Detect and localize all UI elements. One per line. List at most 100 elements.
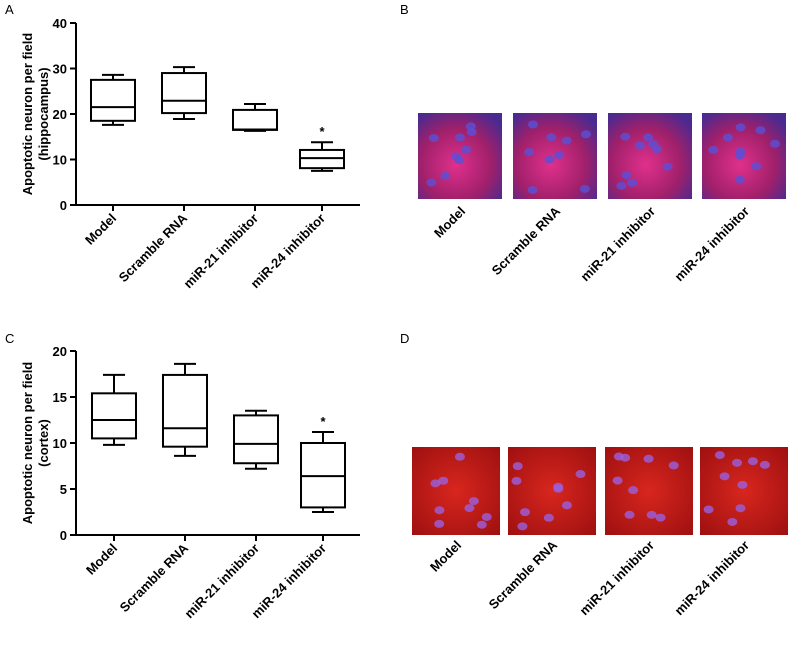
nucleus <box>708 145 719 154</box>
nucleus <box>727 517 738 526</box>
micrograph <box>418 113 502 199</box>
nucleus <box>553 484 564 493</box>
micrograph <box>605 447 693 535</box>
annotation: * <box>319 124 325 139</box>
y-tick-label: 30 <box>53 62 67 77</box>
y-tick-label: 40 <box>53 16 67 31</box>
y-tick-label: 0 <box>60 528 67 543</box>
nucleus <box>755 126 766 135</box>
micrograph <box>513 113 597 199</box>
nucleus <box>751 162 762 171</box>
nucleus <box>580 130 591 139</box>
micrograph-bg <box>700 447 788 535</box>
nucleus <box>512 462 523 471</box>
nucleus <box>438 476 449 485</box>
nucleus <box>468 497 479 506</box>
y-tick-label: 10 <box>53 436 67 451</box>
nucleus <box>451 152 462 161</box>
nucleus <box>454 133 465 142</box>
micrograph <box>702 113 786 199</box>
box <box>90 78 136 122</box>
x-tick-label: Scramble RNA <box>116 210 191 285</box>
nucleus <box>719 472 730 481</box>
y-axis-label: (hippocampus) <box>36 67 51 160</box>
nucleus <box>464 504 475 513</box>
panel-letter: B <box>400 2 409 17</box>
nucleus <box>440 171 451 180</box>
x-tick-label: Model <box>82 211 119 248</box>
nucleus <box>561 136 572 145</box>
nucleus <box>561 501 572 510</box>
nucleus <box>643 133 654 142</box>
image-label: Model <box>431 204 468 241</box>
micrograph-bg <box>508 447 596 535</box>
nucleus <box>430 479 441 488</box>
image-label: miR-21 inhibitor <box>577 538 658 619</box>
image-label: miR-24 inhibitor <box>672 538 753 619</box>
nucleus <box>434 506 445 515</box>
micrograph <box>608 113 692 199</box>
nucleus <box>454 452 465 461</box>
nucleus <box>461 145 472 154</box>
y-axis-label: Apoptotic neuron per field <box>20 33 35 196</box>
nucleus <box>481 512 492 521</box>
nucleus <box>554 151 565 160</box>
annotation: * <box>320 414 326 429</box>
nucleus <box>527 185 538 194</box>
x-tick-label: Model <box>83 541 120 578</box>
nucleus <box>624 510 635 519</box>
nucleus <box>616 181 627 190</box>
nucleus <box>517 522 528 531</box>
y-axis-label: Apoptotic neuron per field <box>20 362 35 525</box>
nucleus <box>732 458 743 467</box>
nucleus <box>543 513 554 522</box>
box <box>91 392 137 440</box>
nucleus <box>466 128 477 137</box>
micrograph <box>508 447 596 535</box>
nucleus <box>476 520 487 529</box>
nucleus <box>634 141 645 150</box>
image-label: Scramble RNA <box>489 203 564 278</box>
nucleus <box>714 451 725 460</box>
box <box>232 108 278 131</box>
nucleus <box>668 461 679 470</box>
nucleus <box>520 508 531 517</box>
image-label: miR-21 inhibitor <box>578 204 659 285</box>
nucleus <box>524 148 535 157</box>
micrograph <box>700 447 788 535</box>
nucleus <box>546 133 557 142</box>
y-axis-label: (cortex) <box>36 419 51 467</box>
nucleus <box>511 476 522 485</box>
image-label: Model <box>427 538 464 575</box>
y-tick-label: 10 <box>53 153 67 168</box>
image-label: Scramble RNA <box>486 537 561 612</box>
nucleus <box>621 171 632 180</box>
nucleus <box>579 184 590 193</box>
nucleus <box>643 454 654 463</box>
nucleus <box>735 123 746 132</box>
box <box>233 414 279 465</box>
nucleus <box>544 155 555 164</box>
nucleus <box>735 147 746 156</box>
nucleus <box>613 452 624 461</box>
nucleus <box>612 476 623 485</box>
nucleus <box>722 133 733 142</box>
nucleus <box>646 510 657 519</box>
y-tick-label: 5 <box>60 482 67 497</box>
y-tick-label: 0 <box>60 198 67 213</box>
nucleus <box>769 139 780 148</box>
nucleus <box>737 480 748 489</box>
box <box>161 72 207 115</box>
nucleus <box>759 460 770 469</box>
panel-letter: A <box>5 2 14 17</box>
box <box>162 373 208 448</box>
nucleus <box>620 132 631 141</box>
micrograph <box>412 447 500 535</box>
nucleus <box>734 175 745 184</box>
nucleus <box>527 120 538 129</box>
panel-letter: D <box>400 331 409 346</box>
nucleus <box>735 504 746 513</box>
nucleus <box>434 519 445 528</box>
image-label: miR-24 inhibitor <box>672 204 753 285</box>
